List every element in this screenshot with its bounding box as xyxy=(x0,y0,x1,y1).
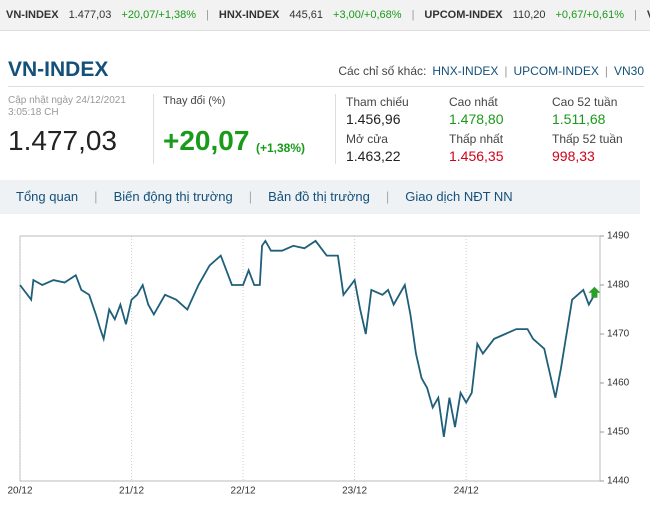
ticker-change: +20,07/+1,38% xyxy=(121,9,197,21)
separator: | xyxy=(604,64,608,78)
x-tick-label: 20/12 xyxy=(7,486,32,497)
stat: Tham chiếu 1.456,96 xyxy=(346,95,409,127)
x-tick-label: 23/12 xyxy=(342,486,367,497)
up-arrow xyxy=(588,286,601,298)
stat-value: 1.478,80 xyxy=(449,111,504,127)
ticker-name[interactable]: VN30 xyxy=(647,9,650,21)
chart: 20/12 21/12 22/12 23/12 24/12 1440 1450 1460 147… xyxy=(7,231,630,497)
change-label: Thay đổi (%) xyxy=(163,95,226,107)
divider xyxy=(8,86,644,87)
price: 1.477,03 xyxy=(8,125,117,156)
ticker-price: 1.477,03 xyxy=(68,9,112,21)
ticker-name[interactable]: UPCOM-INDEX xyxy=(424,9,503,21)
separator: | xyxy=(634,9,637,21)
stat-value: 998,33 xyxy=(552,148,595,164)
tab[interactable]: Biến động thị trường xyxy=(113,189,233,204)
stat-value: 1.456,35 xyxy=(449,148,504,164)
separator: | xyxy=(411,9,415,21)
stat: Thấp nhất 1.456,35 xyxy=(449,132,504,164)
change: +20,07 xyxy=(163,125,250,156)
stat-value: 1.463,22 xyxy=(346,148,401,164)
plot-frame xyxy=(19,235,601,482)
other-indices: Các chỉ số khác: HNX-INDEX | UPCOM-INDEX | VN… xyxy=(338,64,644,78)
separator: | xyxy=(94,189,98,204)
separator: | xyxy=(248,189,253,204)
stat-value: 1.511,68 xyxy=(552,111,606,127)
index-link[interactable]: UPCOM-INDEX xyxy=(513,64,599,78)
y-tick-label: 1470 xyxy=(607,329,630,340)
stat-label: Cao nhất xyxy=(449,95,498,109)
divider xyxy=(153,94,154,164)
separator: | xyxy=(206,9,209,21)
stat: Mở cửa 1.463,22 xyxy=(346,132,401,164)
tab[interactable]: Tổng quan xyxy=(16,189,79,204)
ticker-name[interactable]: VN-INDEX xyxy=(6,9,59,21)
x-tick-label: 24/12 xyxy=(454,486,479,497)
stat: Cao 52 tuần 1.511,68 xyxy=(552,95,617,127)
stat-label: Thấp 52 tuần xyxy=(552,132,623,146)
stat-label: Thấp nhất xyxy=(449,132,504,146)
separator: | xyxy=(504,64,508,78)
x-tick-label: 21/12 xyxy=(119,486,144,497)
ticker-price: 110,20 xyxy=(512,9,546,21)
others-label: Các chỉ số khác: xyxy=(338,64,427,78)
index-link[interactable]: VN30 xyxy=(613,64,644,78)
ticker-price: 445,61 xyxy=(289,9,324,21)
y-tick-label: 1460 xyxy=(607,378,630,389)
y-tick-label: 1440 xyxy=(607,476,630,487)
price-line xyxy=(19,239,596,438)
y-tick-label: 1450 xyxy=(607,427,630,438)
stat-label: Tham chiếu xyxy=(346,95,409,109)
stat-value: 1.456,96 xyxy=(346,111,401,127)
x-tick-label: 22/12 xyxy=(231,486,256,497)
separator: | xyxy=(385,189,390,204)
updated: Cập nhật ngày 24/12/2021 3:05:18 CH xyxy=(8,95,126,118)
index-link[interactable]: HNX-INDEX xyxy=(432,64,499,78)
ticker-change: +3,00/+0,68% xyxy=(333,9,402,21)
tab[interactable]: Giao dịch NĐT NN xyxy=(405,189,513,204)
ticker-change: +0,67/+0,61% xyxy=(555,9,624,21)
stat-label: Mở cửa xyxy=(346,132,388,146)
divider xyxy=(335,94,336,164)
tab[interactable]: Bản đồ thị trường xyxy=(268,189,370,204)
ticker-bar: VN-INDEX 1.477,03 +20,07/+1,38% | HNX-INDEX 4… xyxy=(0,0,650,31)
y-tick-label: 1480 xyxy=(607,280,630,291)
change-percent: (+1,38%) xyxy=(256,141,306,155)
tabs: Tổng quan | Biến động thị trường | Bản đồ th… xyxy=(0,180,640,214)
stat: Thấp 52 tuần 998,33 xyxy=(552,132,623,164)
y-tick-label: 1490 xyxy=(607,231,630,242)
index-title: VN-INDEX xyxy=(8,58,109,81)
ticker-name[interactable]: HNX-INDEX xyxy=(218,9,280,21)
stat-label: Cao 52 tuần xyxy=(552,95,618,109)
stat: Cao nhất 1.478,80 xyxy=(449,95,504,127)
